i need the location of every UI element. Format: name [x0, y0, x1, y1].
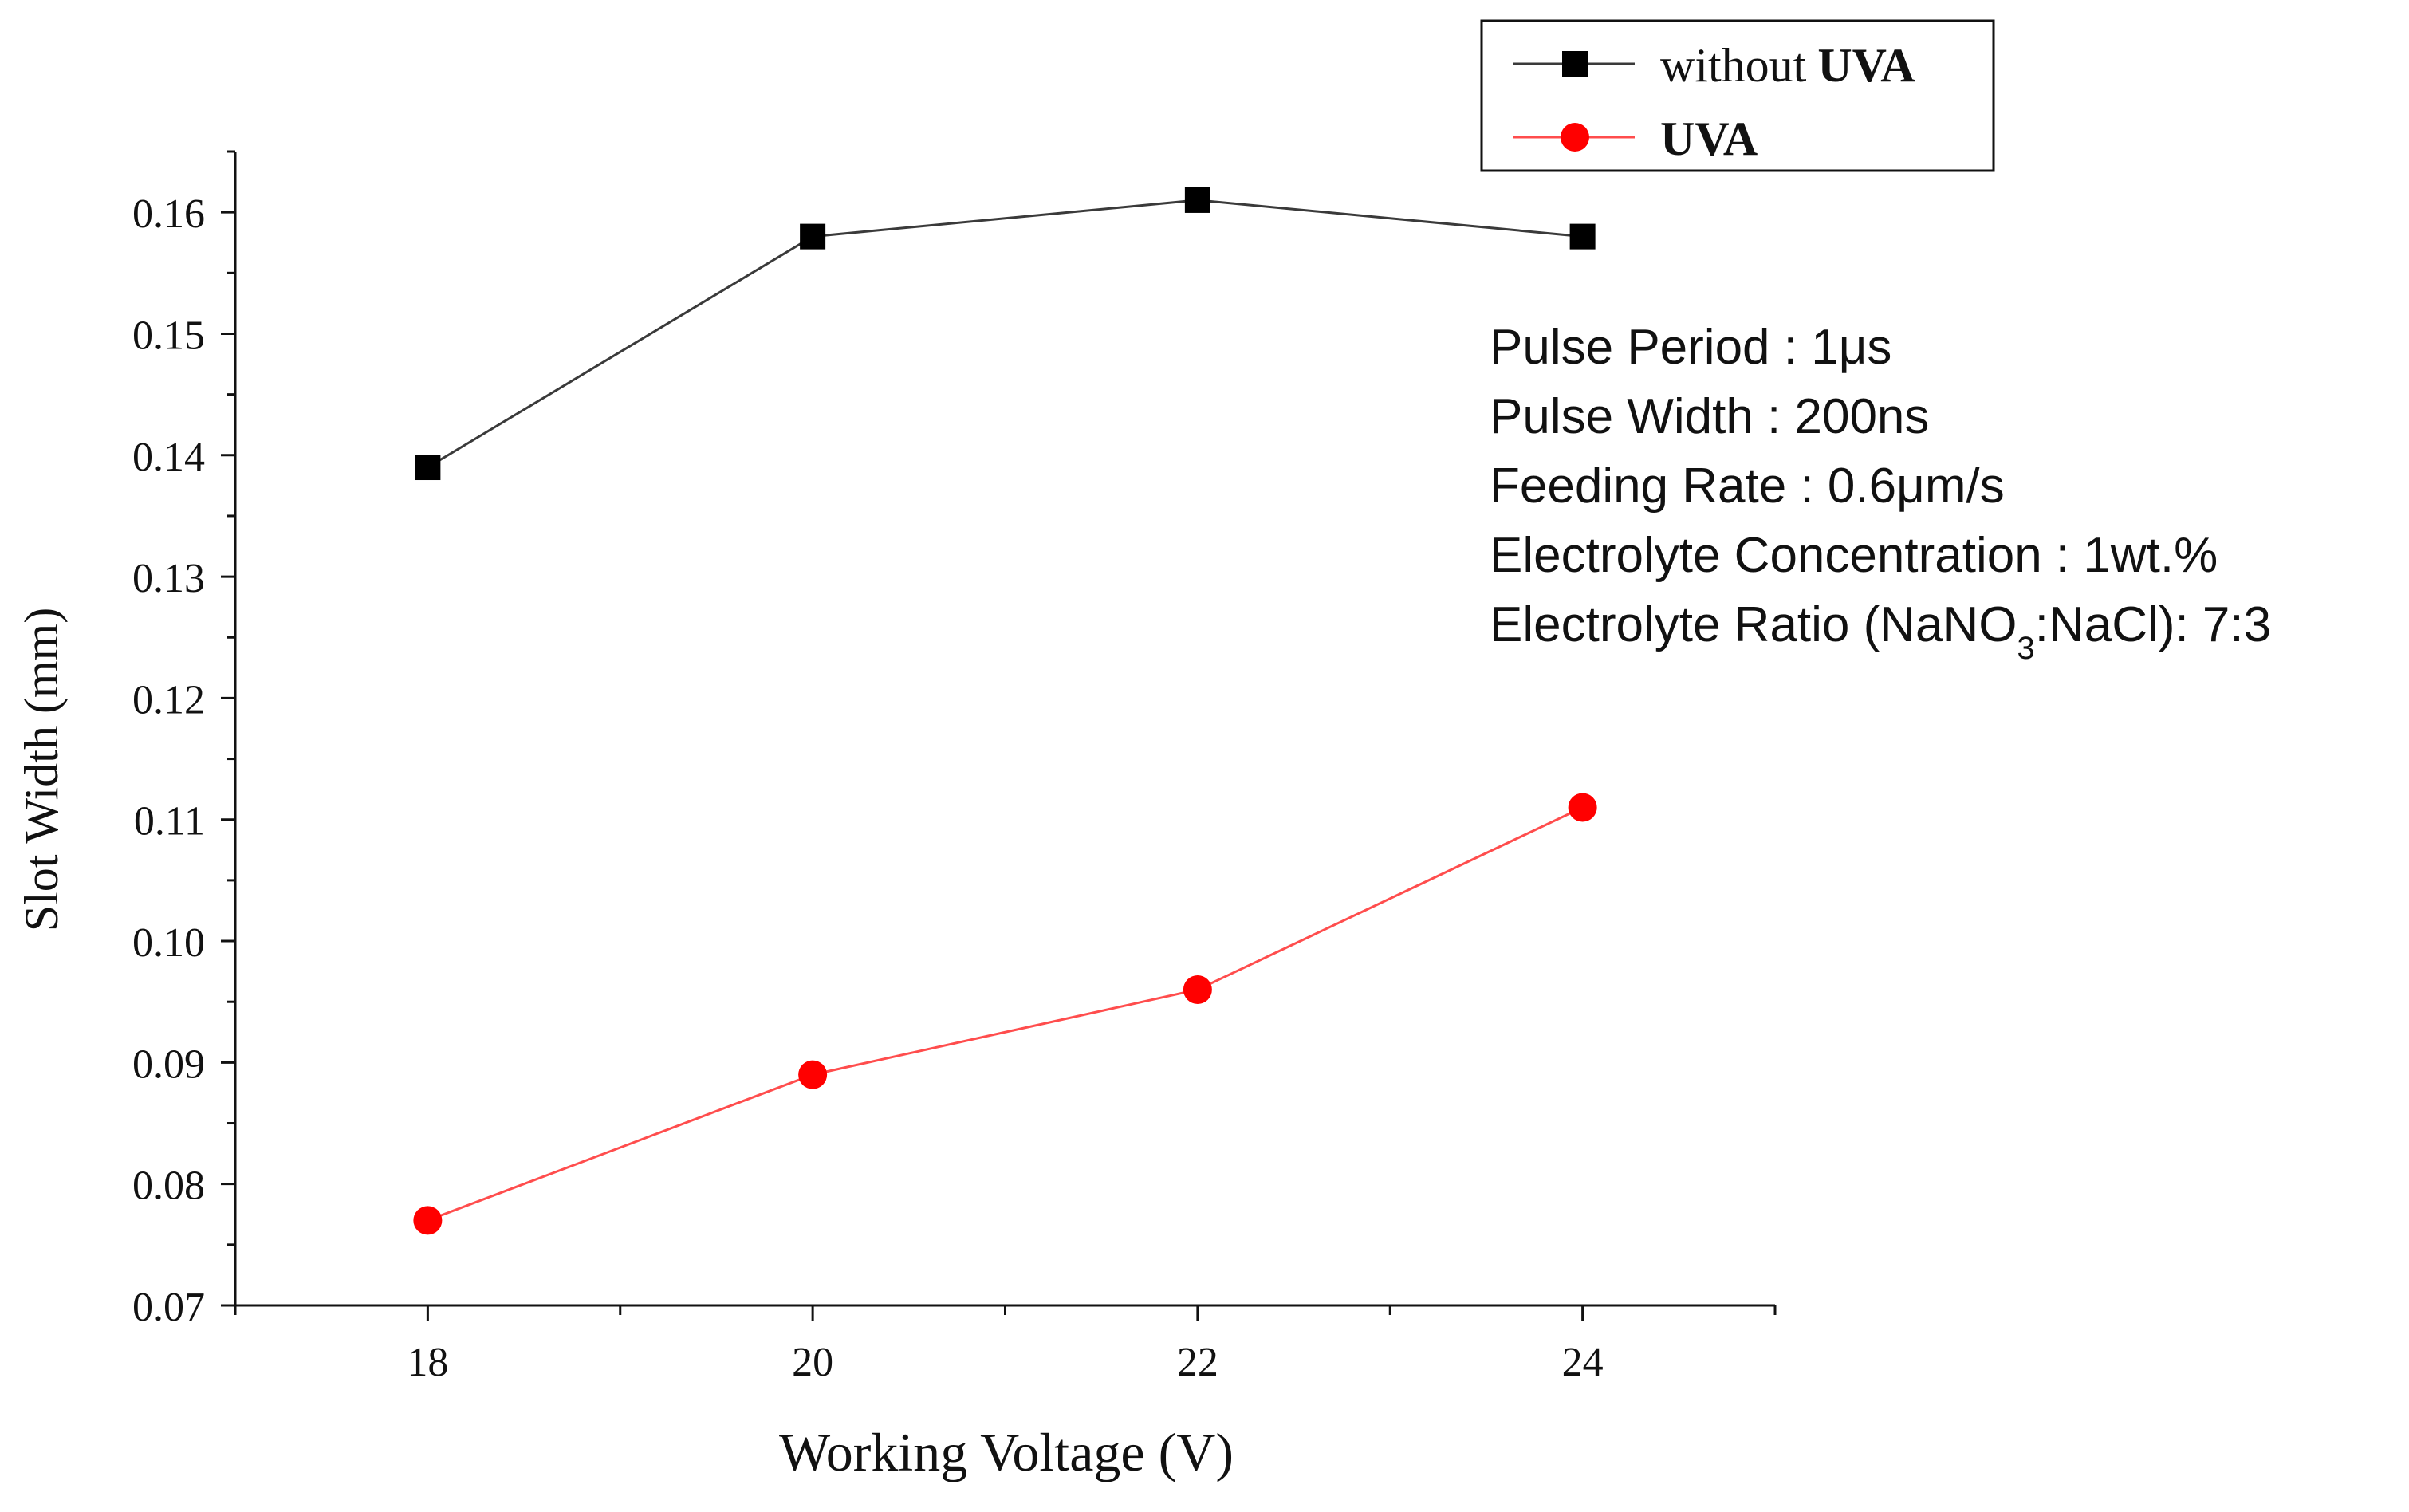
y-tick-label: 0.15 — [132, 313, 205, 358]
legend-without-uva-label: without UVA — [1660, 39, 1915, 92]
legend-uva-marker — [1561, 123, 1589, 152]
y-tick-label: 0.10 — [132, 920, 205, 966]
series-uva — [413, 793, 1597, 1235]
y-tick-label: 0.07 — [132, 1285, 205, 1330]
data-point-uva — [1183, 975, 1212, 1004]
data-point-uva — [1568, 793, 1597, 822]
annotation-block: Pulse Period : 1μs Pulse Width : 200ns F… — [1490, 320, 2271, 666]
ticks-layer: 0.07 0.08 0.09 0.10 0.11 0.12 0.13 0.14 0.15 0.16… — [132, 150, 1777, 1385]
y-tick-label: 0.13 — [132, 556, 205, 601]
annotation-electrolyte-ratio-subscript: 3 — [2017, 631, 2035, 666]
data-point-uva — [413, 1206, 443, 1235]
annotation-electrolyte-ratio-prefix: Electrolyte Ratio (NaNO — [1490, 597, 2017, 652]
legend: without UVA UVA — [1480, 19, 1995, 172]
data-point-without-uva — [800, 223, 826, 250]
y-tick-label: 0.11 — [134, 799, 205, 845]
y-axis-label: Slot Width (mm) — [15, 608, 68, 932]
y-tick-label: 0.09 — [132, 1041, 205, 1087]
y-tick-label: 0.08 — [132, 1164, 205, 1209]
legend-uva-label: UVA — [1660, 112, 1758, 165]
legend-without-uva-marker — [1562, 51, 1588, 77]
annotation-pulse-period: Pulse Period : 1μs — [1490, 320, 1891, 375]
legend-without-uva-label-bold: UVA — [1817, 39, 1915, 92]
y-tick-label: 0.16 — [132, 191, 205, 237]
annotation-electrolyte-ratio: Electrolyte Ratio (NaNO3:NaCl): 7:3 — [1490, 597, 2271, 666]
annotation-pulse-width: Pulse Width : 200ns — [1490, 389, 1929, 444]
annotation-feeding-rate: Feeding Rate : 0.6μm/s — [1490, 459, 2005, 514]
annotation-electrolyte-concentration: Electrolyte Concentration : 1wt.% — [1490, 528, 2218, 583]
legend-without-uva-label-plain: without — [1660, 39, 1807, 92]
series-uva-line — [427, 806, 1584, 1222]
y-tick-label: 0.12 — [132, 677, 205, 723]
x-axis-label: Working Voltage (V) — [779, 1422, 1234, 1482]
x-tick-label: 22 — [1177, 1340, 1218, 1385]
series-without-uva-line — [427, 199, 1583, 469]
series-layer — [413, 187, 1597, 1235]
data-point-without-uva — [1184, 187, 1210, 213]
data-point-without-uva — [1569, 223, 1596, 250]
x-tick-label: 24 — [1562, 1340, 1604, 1385]
series-without-uva — [415, 187, 1596, 481]
data-point-uva — [798, 1060, 828, 1089]
x-tick-label: 20 — [792, 1340, 833, 1385]
x-tick-label: 18 — [407, 1340, 448, 1385]
data-point-without-uva — [415, 455, 441, 481]
annotation-electrolyte-ratio-suffix: :NaCl): 7:3 — [2035, 597, 2271, 652]
y-tick-label: 0.14 — [132, 435, 205, 480]
